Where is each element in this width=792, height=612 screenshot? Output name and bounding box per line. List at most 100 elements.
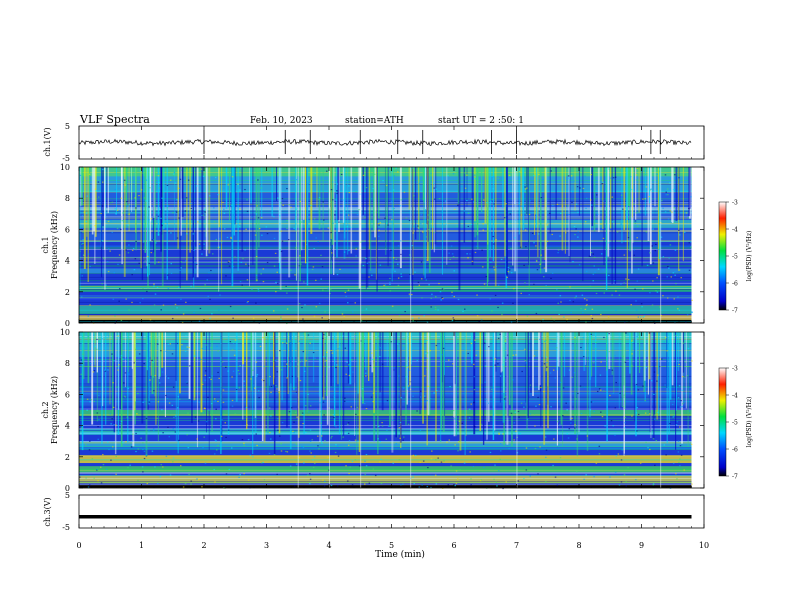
spectro-streak	[358, 167, 361, 289]
spectro-speckle	[185, 301, 187, 303]
spectro-speckle	[623, 394, 625, 396]
spectro-streak	[515, 167, 517, 261]
spectro-speckle	[556, 484, 559, 487]
spectro-speckle	[170, 232, 172, 234]
spectro-speckle	[128, 213, 131, 215]
ch3-ytick-top: 5	[65, 491, 70, 500]
spectro-speckle	[224, 228, 226, 230]
spectro-speckle	[323, 480, 326, 482]
spectro-speckle	[288, 204, 291, 206]
spectro-streak	[293, 332, 295, 391]
spectro-speckle	[586, 304, 588, 306]
spectro-speckle	[125, 440, 127, 443]
spectro-speckle	[502, 364, 504, 366]
spectro-speckle	[430, 172, 432, 174]
spectro-speckle	[318, 197, 321, 199]
spectro-speckle	[544, 340, 546, 342]
spectro-speckle	[131, 301, 133, 304]
spectro-streak	[132, 332, 135, 447]
spectro-speckle	[356, 214, 359, 216]
spectro-speckle	[535, 405, 537, 407]
spectro-speckle	[290, 407, 293, 409]
spectro-speckle	[609, 394, 611, 397]
spectro-speckle	[542, 179, 545, 181]
spectro-speckle	[523, 478, 525, 480]
spectro-speckle	[656, 277, 658, 279]
spectro-speckle	[457, 450, 459, 452]
spectro-speckle	[156, 417, 159, 419]
colorbar-tick-label: -3	[732, 366, 738, 373]
spectro-speckle	[178, 286, 180, 288]
spectro-speckle	[615, 455, 618, 457]
spectro-streak	[102, 167, 104, 227]
spectro-speckle	[93, 370, 96, 372]
spectro-speckle	[614, 434, 616, 436]
spectro-speckle	[252, 317, 255, 319]
spectro-speckle	[608, 167, 611, 169]
spectro-speckle	[179, 178, 182, 180]
spectro-speckle	[408, 219, 411, 222]
ch3-ytick-bottom: -5	[62, 523, 70, 532]
spectro-streak	[682, 167, 684, 262]
spectro-streak	[427, 332, 430, 416]
spectro-speckle	[601, 183, 604, 185]
spectro-speckle	[247, 438, 250, 441]
colorbar-tick-label: -6	[732, 281, 738, 288]
spectro-line	[79, 383, 692, 385]
spectro-streak	[529, 332, 532, 393]
spectro-streak	[177, 167, 179, 249]
spectro-speckle	[110, 423, 112, 425]
colorbar-ch1: -3-4-5-6-7 log(PSD) (V²/Hz)	[718, 200, 753, 315]
spectro-band	[79, 315, 692, 320]
spectro-streak	[278, 332, 280, 392]
spectro-streak	[289, 332, 292, 450]
spectro-line	[79, 396, 692, 398]
spectro-speckle	[393, 175, 396, 177]
spectro-streak	[412, 167, 414, 275]
spectro-speckle	[552, 204, 554, 206]
spectro-streak	[399, 167, 402, 269]
spectro-speckle	[576, 438, 578, 440]
spectro-speckle	[585, 207, 587, 210]
spectro-speckle	[109, 250, 111, 252]
spectro-speckle	[425, 352, 427, 355]
spectro-streak	[94, 167, 97, 237]
date-label: Feb. 10, 2023	[250, 116, 313, 126]
spectro-speckle	[579, 385, 582, 387]
spectro-speckle	[80, 373, 83, 375]
spectro-speckle	[636, 430, 638, 432]
spectro-speckle	[213, 207, 215, 209]
spectro-speckle	[94, 188, 97, 190]
spectro-speckle	[636, 335, 639, 338]
spectro-speckle	[652, 262, 655, 264]
spectro-speckle	[254, 387, 256, 389]
spectro-speckle	[566, 318, 568, 321]
spectro-speckle	[660, 236, 663, 238]
spectro-speckle	[204, 374, 207, 376]
spectro-speckle	[302, 422, 304, 425]
spectro-speckle	[384, 217, 386, 219]
spectro-speckle	[681, 389, 683, 391]
spectro-speckle	[86, 409, 88, 411]
spectro-streak	[123, 167, 126, 277]
spectro-speckle	[300, 263, 302, 265]
spectro-speckle	[354, 439, 357, 441]
spectro-speckle	[634, 288, 636, 290]
spectro-speckle	[146, 482, 149, 485]
spectro-speckle	[115, 455, 117, 458]
spectro-streak	[644, 332, 647, 400]
spectro-speckle	[471, 341, 474, 343]
spectro-speckle	[228, 265, 231, 267]
spectro-streak	[221, 167, 223, 285]
spectro-speckle	[137, 479, 139, 482]
spectro-speckle	[462, 352, 465, 355]
ch1-ytick-top: 5	[65, 122, 70, 131]
spectro-streak	[177, 332, 180, 454]
spectro-speckle	[524, 360, 527, 362]
spectro-speckle	[159, 475, 162, 478]
spectro-streak	[568, 167, 570, 257]
spectro-speckle	[272, 360, 274, 362]
spectro-speckle	[170, 263, 173, 265]
spectro-speckle	[169, 343, 172, 345]
spectro-speckle	[227, 261, 230, 263]
